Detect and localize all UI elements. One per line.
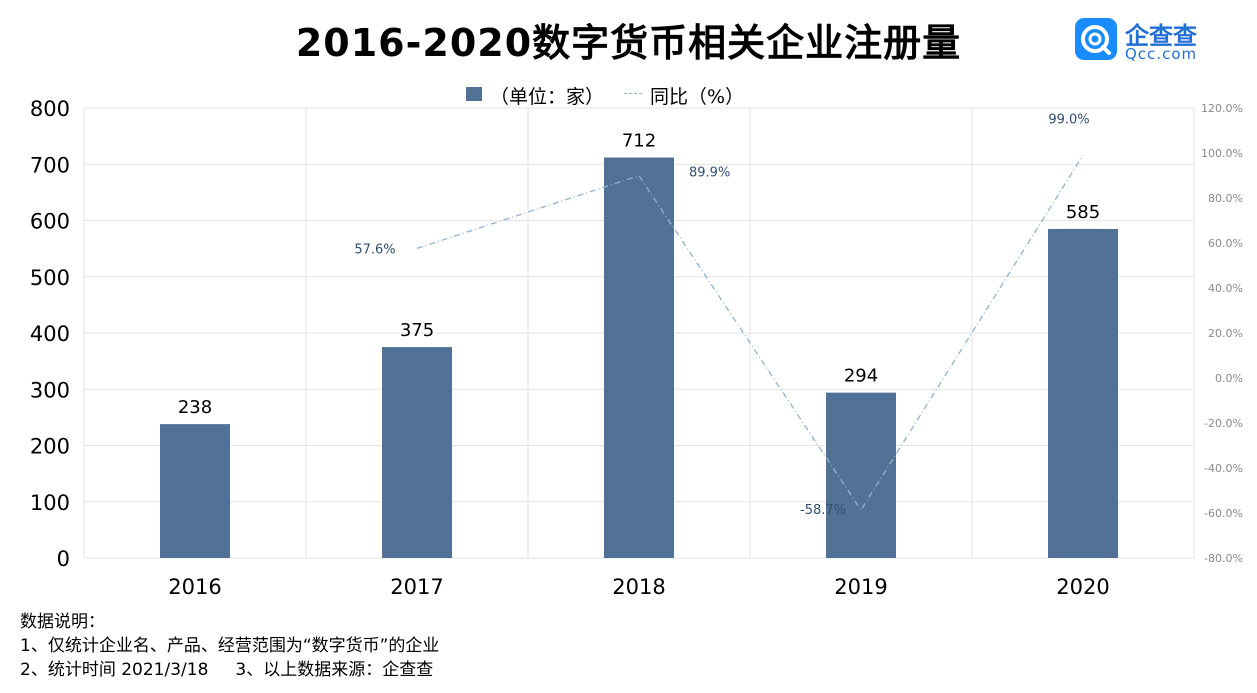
legend-line-label: 同比（%） bbox=[650, 86, 745, 108]
y-right-tick-label: -60.0% bbox=[1204, 507, 1243, 520]
notes-line-1: 1、仅统计企业名、产品、经营范围为“数字货币”的企业 bbox=[20, 636, 440, 656]
y-left-tick-label: 800 bbox=[30, 97, 70, 121]
x-tick-label: 2017 bbox=[390, 575, 443, 599]
y-right-tick-label: 20.0% bbox=[1208, 327, 1243, 340]
x-tick-label: 2019 bbox=[834, 575, 887, 599]
bar bbox=[382, 347, 452, 558]
y-left-tick-label: 500 bbox=[30, 266, 70, 290]
notes: 数据说明： 1、仅统计企业名、产品、经营范围为“数字货币”的企业 2、统计时间 … bbox=[20, 610, 439, 682]
bar bbox=[160, 424, 230, 558]
bar bbox=[1048, 228, 1118, 558]
y-left-tick-label: 200 bbox=[30, 435, 70, 459]
y-right-tick-label: 60.0% bbox=[1208, 237, 1243, 250]
y-left-tick-label: 0 bbox=[57, 547, 70, 571]
notes-heading: 数据说明： bbox=[20, 612, 105, 632]
y-right-tick-label: -20.0% bbox=[1204, 417, 1243, 430]
x-tick-label: 2016 bbox=[168, 575, 221, 599]
line-data-label: 89.9% bbox=[689, 166, 730, 181]
y-right-tick-label: -80.0% bbox=[1204, 552, 1243, 565]
y-right-tick-label: -40.0% bbox=[1204, 462, 1243, 475]
bar bbox=[604, 157, 674, 558]
y-right-tick-label: 120.0% bbox=[1201, 102, 1243, 115]
qcc-logo: 企查查 Qcc.com bbox=[1075, 16, 1225, 66]
y-left-tick-label: 600 bbox=[30, 210, 70, 234]
y-left-tick-label: 100 bbox=[30, 491, 70, 515]
notes-line-2: 2、统计时间 2021/3/18 3、以上数据来源：企查查 bbox=[20, 660, 434, 680]
bar-data-label: 712 bbox=[622, 131, 656, 152]
legend-line-swatch bbox=[624, 93, 642, 94]
logo-name: 企查查 bbox=[1125, 22, 1197, 50]
chart-title: 2016-2020数字货币相关企业注册量 bbox=[295, 21, 962, 65]
line-data-label: 99.0% bbox=[1048, 112, 1089, 127]
bar-data-label: 294 bbox=[844, 366, 878, 387]
x-tick-label: 2020 bbox=[1056, 575, 1109, 599]
x-tick-label: 2018 bbox=[612, 575, 665, 599]
yoy-line bbox=[416, 154, 1084, 512]
y-right-tick-label: 100.0% bbox=[1201, 147, 1243, 160]
bar bbox=[826, 392, 896, 558]
qcc-logo-icon bbox=[1075, 18, 1117, 60]
y-left-tick-label: 400 bbox=[30, 322, 70, 346]
legend-bar-label: （单位：家） bbox=[490, 86, 605, 108]
bar-data-label: 585 bbox=[1066, 202, 1100, 223]
y-left-tick-label: 700 bbox=[30, 153, 70, 177]
line-data-label: -58.7% bbox=[800, 503, 846, 518]
logo-sub: Qcc.com bbox=[1125, 45, 1198, 63]
y-right-tick-label: 40.0% bbox=[1208, 282, 1243, 295]
bar-data-label: 375 bbox=[400, 320, 434, 341]
bar-data-label: 238 bbox=[178, 397, 212, 418]
y-right-tick-label: 0.0% bbox=[1215, 372, 1243, 385]
line-data-label: 57.6% bbox=[354, 242, 395, 257]
legend-bar-swatch bbox=[466, 87, 482, 101]
y-left-tick-label: 300 bbox=[30, 378, 70, 402]
y-right-tick-label: 80.0% bbox=[1208, 192, 1243, 205]
